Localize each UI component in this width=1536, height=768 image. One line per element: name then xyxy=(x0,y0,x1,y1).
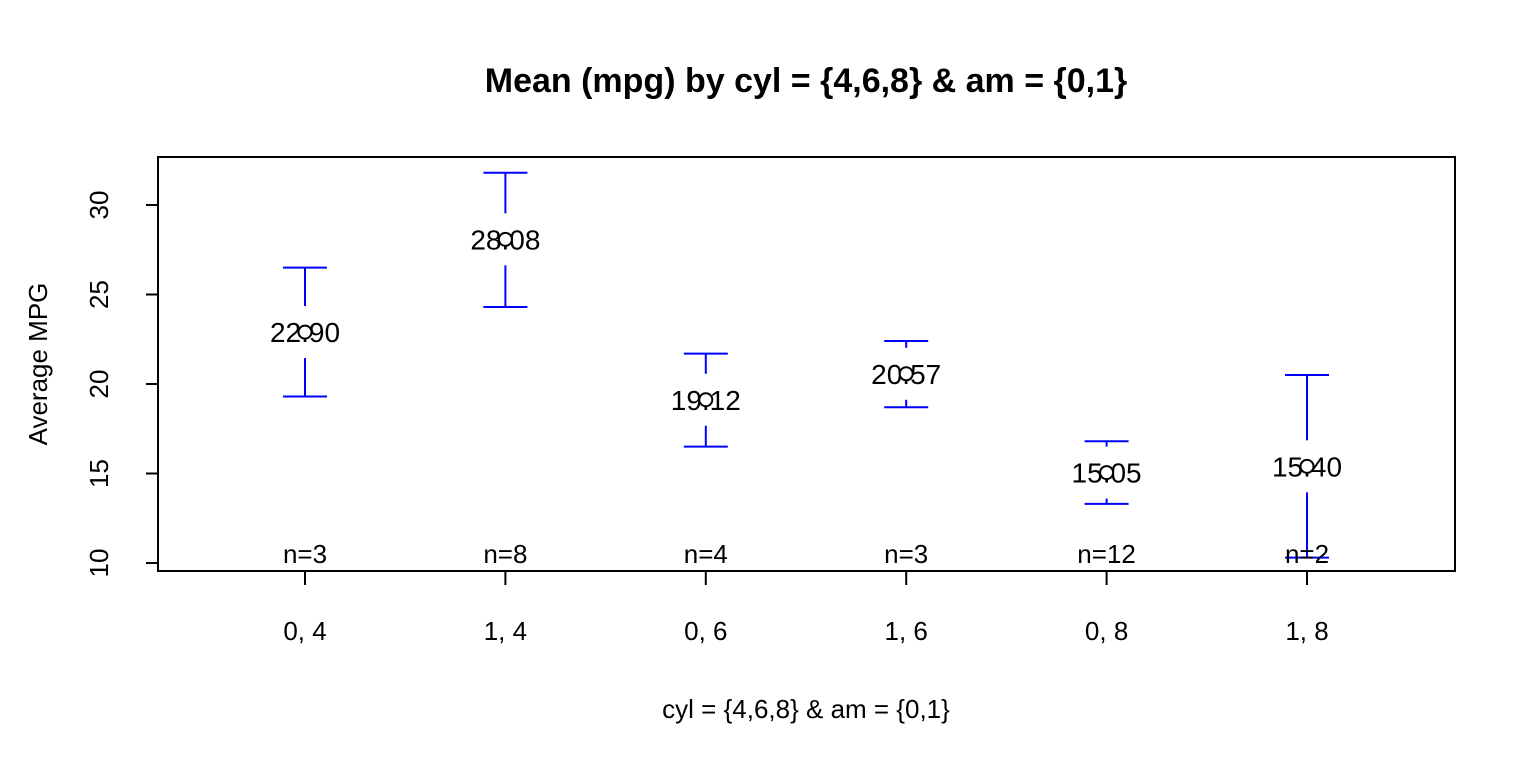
error-bar xyxy=(884,340,929,409)
y-tick-label: 20 xyxy=(84,370,114,399)
n-labels: n=3 n=8 n=4 n=3 n=12 n=2 xyxy=(283,539,1329,569)
mean-labels: 22.9028.0819.1220.5715.0515.40 xyxy=(270,224,1342,488)
x-tick-label: 0, 4 xyxy=(283,616,326,646)
mean-point xyxy=(698,392,714,408)
n-label: n=2 xyxy=(1285,539,1329,569)
mean-point xyxy=(297,324,313,340)
error-bar xyxy=(1084,440,1129,505)
n-label: n=8 xyxy=(483,539,527,569)
x-tick-label: 1, 8 xyxy=(1285,616,1328,646)
plot-frame xyxy=(157,156,1456,572)
error-bars xyxy=(283,171,1329,559)
x-tick-label: 0, 8 xyxy=(1085,616,1128,646)
mean-point xyxy=(1299,458,1315,474)
x-tick-label: 1, 4 xyxy=(484,616,527,646)
y-tick-label: 25 xyxy=(84,280,114,309)
error-bar xyxy=(483,171,528,309)
x-tick-label: 1, 6 xyxy=(885,616,928,646)
y-axis-title: Average MPG xyxy=(23,283,53,446)
mean-point xyxy=(1099,465,1115,481)
error-bar xyxy=(283,266,327,398)
x-axis: 0, 4 1, 4 0, 6 1, 6 0, 8 1, 8 xyxy=(283,570,1329,646)
n-label: n=4 xyxy=(684,539,728,569)
error-bar xyxy=(683,352,728,448)
mean-point xyxy=(898,366,914,382)
n-label: n=3 xyxy=(884,539,928,569)
error-bar xyxy=(1285,374,1329,559)
x-tick-label: 0, 6 xyxy=(684,616,727,646)
mean-point xyxy=(497,231,513,247)
y-axis: 10 15 20 25 30 xyxy=(84,191,159,578)
y-tick-label: 30 xyxy=(84,191,114,220)
n-label: n=3 xyxy=(283,539,327,569)
chart-title: Mean (mpg) by cyl = {4,6,8} & am = {0,1} xyxy=(485,62,1128,100)
x-axis-title: cyl = {4,6,8} & am = {0,1} xyxy=(662,694,950,724)
mean-points xyxy=(297,231,1315,481)
y-tick-label: 15 xyxy=(84,459,114,488)
n-label: n=12 xyxy=(1077,539,1136,569)
y-tick-label: 10 xyxy=(84,549,114,578)
